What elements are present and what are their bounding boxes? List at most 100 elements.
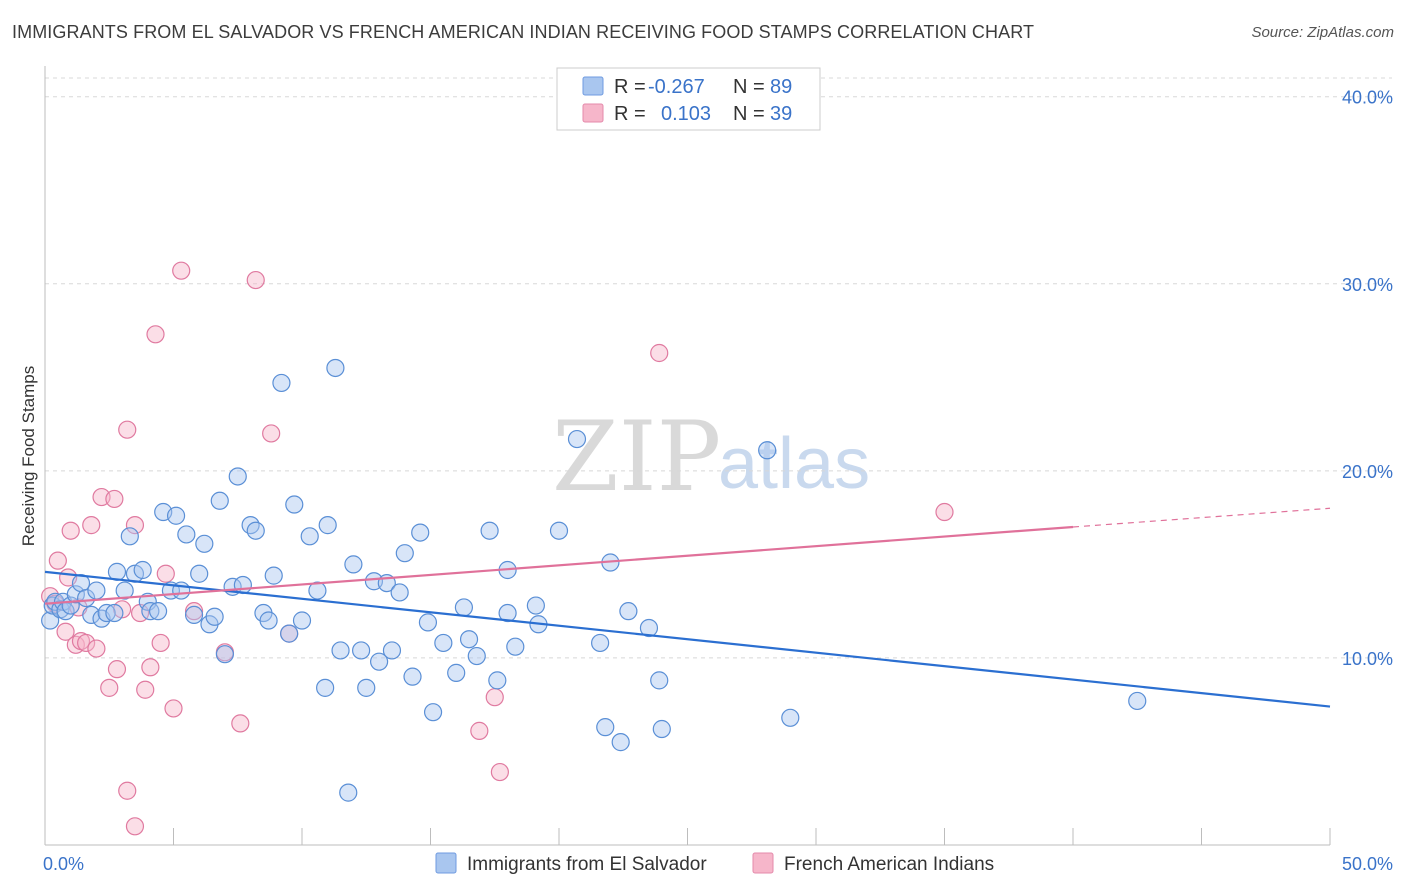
- legend-item-pink-label: French American Indians: [784, 854, 994, 875]
- pink-data-point: [118, 420, 137, 439]
- pink-data-point: [156, 564, 175, 583]
- trend-lines: [44, 507, 1331, 708]
- blue-data-point: [650, 671, 669, 690]
- trend-line-pink-extension: [1072, 507, 1331, 528]
- blue-data-point: [115, 581, 134, 600]
- y-tick-label: 40.0%: [1342, 88, 1393, 108]
- legend-n-label-pink: N =: [733, 103, 765, 125]
- legend-r-label-blue: R =: [614, 76, 646, 98]
- blue-data-point: [228, 467, 247, 486]
- pink-data-point: [935, 502, 954, 522]
- pink-data-point: [164, 699, 183, 718]
- legend-n-value-blue: 89: [770, 76, 792, 98]
- blue-data-point: [177, 525, 196, 544]
- pink-data-point: [107, 660, 127, 679]
- pink-data-point: [485, 688, 504, 707]
- pink-data-point: [82, 516, 101, 535]
- blue-data-point: [190, 564, 209, 583]
- blue-data-point: [241, 516, 260, 535]
- blue-data-point: [195, 534, 214, 553]
- blue-data-point: [411, 523, 430, 542]
- x-tick-label: 0.0%: [43, 854, 84, 874]
- blue-data-point: [1128, 691, 1147, 711]
- trend-line-blue: [44, 570, 1331, 708]
- legend-n-value-pink: 39: [770, 103, 792, 125]
- pink-data-point: [87, 639, 106, 658]
- watermark: ZIP atlas: [552, 401, 870, 513]
- blue-data-point: [758, 441, 777, 460]
- blue-data-point: [395, 544, 414, 563]
- pink-data-point: [172, 261, 191, 280]
- blue-data-point: [454, 598, 474, 617]
- pink-data-point: [125, 817, 145, 836]
- pink-data-point: [61, 521, 80, 540]
- pink-data-point: [141, 658, 160, 677]
- blue-data-point: [418, 613, 438, 632]
- pink-data-point: [56, 622, 75, 641]
- y-tick-labels: 10.0% 20.0% 30.0% 40.0%: [1342, 88, 1393, 669]
- blue-data-point: [210, 491, 229, 510]
- pink-data-point: [100, 678, 119, 697]
- blue-data-point: [285, 495, 304, 514]
- blue-data-point: [246, 521, 265, 540]
- blue-data-point: [526, 596, 545, 615]
- blue-data-point: [264, 566, 283, 585]
- legend-item-pink-swatch: [752, 852, 774, 874]
- blue-data-point: [82, 605, 101, 625]
- legend-item-blue-swatch: [435, 852, 457, 874]
- blue-data-point: [549, 521, 569, 540]
- pink-data-point: [125, 516, 145, 535]
- x-tick-labels: 0.0% 50.0%: [43, 854, 1393, 874]
- blue-data-point: [488, 671, 507, 690]
- blue-data-point: [326, 358, 345, 378]
- blue-data-point: [639, 618, 659, 638]
- legend-r-value-blue: -0.267: [648, 76, 705, 98]
- blue-data-point: [205, 607, 224, 626]
- blue-data-point: [434, 633, 453, 653]
- blue-data-point: [66, 585, 85, 604]
- blue-data-point: [184, 605, 204, 625]
- blue-data-point: [166, 506, 186, 525]
- blue-data-point: [403, 667, 422, 686]
- pink-data-point: [136, 680, 155, 699]
- blue-data-point: [390, 583, 409, 602]
- legend-swatch-blue: [582, 76, 604, 96]
- legend-item-blue-label: Immigrants from El Salvador: [467, 854, 707, 875]
- blue-data-point: [87, 581, 106, 600]
- blue-data-point: [619, 602, 638, 621]
- blue-data-point: [141, 602, 160, 621]
- blue-data-point: [77, 588, 96, 608]
- trend-line-pink: [44, 525, 1074, 605]
- blue-data-point: [382, 641, 402, 660]
- blue-data-point: [447, 663, 466, 682]
- grid-lines: [45, 77, 1392, 659]
- pink-data-point: [105, 489, 124, 509]
- blue-data-point: [215, 645, 234, 664]
- blue-data-point: [498, 603, 517, 623]
- blue-data-point: [370, 652, 389, 671]
- y-axis-label: Receiving Food Stamps: [19, 366, 38, 546]
- blue-data-point: [344, 555, 363, 574]
- pink-data-point: [231, 714, 250, 733]
- blue-data-point: [300, 527, 319, 546]
- blue-data-point: [339, 783, 358, 802]
- pink-data-point: [48, 551, 67, 570]
- pink-data-point: [151, 633, 170, 653]
- pink-data-point: [77, 633, 96, 653]
- blue-data-point: [459, 630, 479, 649]
- blue-data-point: [506, 637, 525, 656]
- blue-data-point: [148, 602, 168, 621]
- pink-data-point: [470, 721, 489, 740]
- blue-data-point: [97, 603, 116, 623]
- correlation-legend: R = -0.267 N = 89 R = 0.103 N = 39: [556, 67, 821, 131]
- blue-data-point: [331, 641, 350, 660]
- watermark-atlas: atlas: [718, 424, 870, 504]
- series-immigrants-el-salvador: [41, 358, 1147, 802]
- blue-data-point: [357, 678, 376, 697]
- blue-data-point: [272, 373, 291, 393]
- blue-data-point: [120, 527, 139, 546]
- blue-data-point: [596, 718, 615, 737]
- pink-data-point: [490, 762, 509, 782]
- blue-data-point: [105, 603, 124, 623]
